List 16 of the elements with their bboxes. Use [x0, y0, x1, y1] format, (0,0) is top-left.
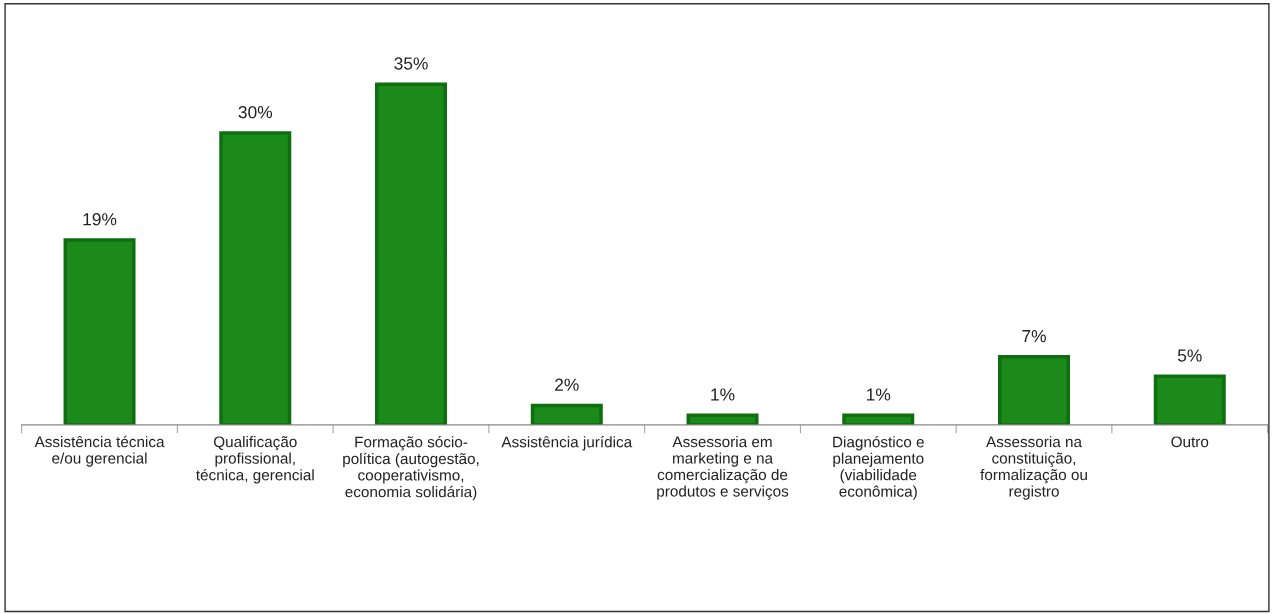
- data-label: 2%: [555, 378, 579, 391]
- x-tick-label: Assessoria em marketing e na comercialização de produtos e serviços: [657, 436, 789, 500]
- data-label: 7%: [1022, 329, 1046, 343]
- data-label: 35%: [394, 57, 428, 70]
- data-label: 1%: [867, 388, 891, 401]
- x-tick-label: Diagnóstico e planejamento (viabilidade econômica): [833, 436, 924, 500]
- data-label: 1%: [711, 388, 735, 401]
- x-tick-label: Formação sócio- política (autogestão, cooperativismo, economia solidária): [343, 436, 479, 501]
- x-tick-label: Outro: [1171, 436, 1209, 448]
- x-tick-label: Assistência jurídica: [501, 436, 633, 451]
- x-tick-label: Assessoria na constituição, formalização ou registro: [980, 436, 1087, 500]
- x-tick-label: Qualificação profissional, técnica, gerencial: [196, 436, 314, 484]
- x-tick-label: Assistência técnica e/ou gerencial: [34, 435, 165, 467]
- data-label: 30%: [238, 106, 273, 119]
- data-label: 5%: [1177, 349, 1202, 362]
- data-label: 19%: [83, 213, 117, 226]
